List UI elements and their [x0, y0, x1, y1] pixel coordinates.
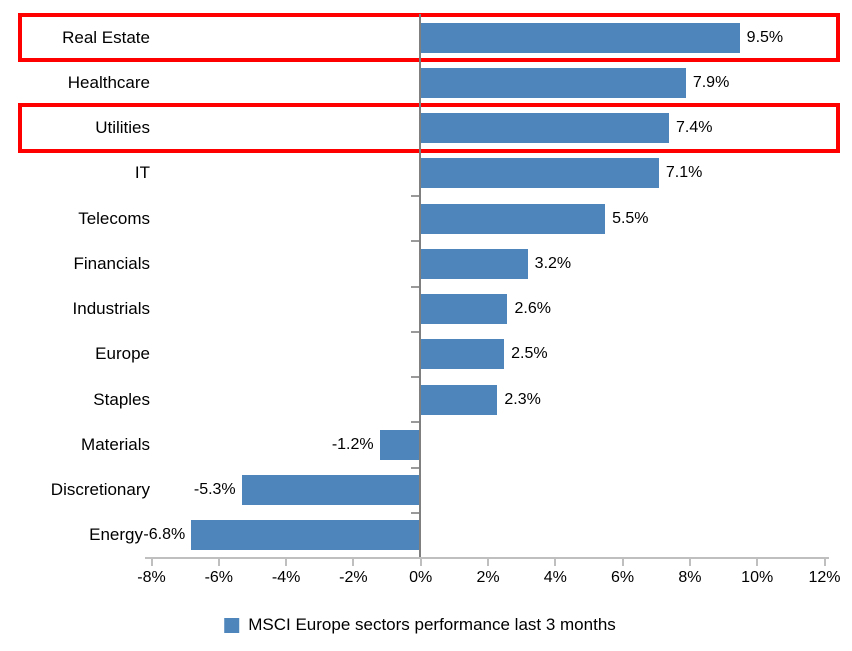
bar	[420, 113, 669, 144]
bar	[420, 203, 606, 234]
x-tick-label: 8%	[678, 569, 702, 586]
bar	[420, 339, 505, 370]
bar	[379, 429, 420, 460]
value-label: 7.4%	[676, 119, 713, 137]
x-tick-label: 0%	[409, 569, 433, 586]
category-tick	[411, 285, 419, 288]
category-tick	[411, 330, 419, 333]
x-tick	[621, 558, 624, 566]
x-tick	[688, 558, 691, 566]
value-label: 2.3%	[504, 390, 541, 408]
category-label: Europe	[95, 344, 150, 364]
bar	[420, 248, 528, 279]
category-label: Telecoms	[78, 208, 150, 228]
x-tick-label: 2%	[476, 569, 500, 586]
value-label: 3.2%	[534, 254, 572, 272]
category-tick	[411, 421, 419, 424]
category-label: Utilities	[95, 118, 150, 138]
value-label: 2.5%	[511, 345, 548, 363]
legend: MSCI Europe sectors performance last 3 m…	[224, 615, 616, 635]
x-axis-line	[145, 557, 829, 559]
x-tick	[487, 558, 489, 566]
value-label: 7.9%	[692, 73, 730, 91]
category-label: Materials	[81, 434, 150, 454]
bar	[420, 384, 498, 415]
bar	[420, 67, 686, 98]
category-label: Discretionary	[50, 480, 150, 500]
category-label: Industrials	[72, 299, 150, 319]
category-tick	[411, 240, 419, 243]
category-label: Financials	[73, 253, 150, 273]
category-label: Staples	[93, 389, 150, 409]
x-tick-label: -2%	[339, 569, 368, 586]
category-tick	[411, 376, 419, 378]
category-label: IT	[134, 163, 150, 183]
x-tick	[352, 558, 355, 566]
x-tick-label: -6%	[204, 569, 234, 586]
value-label: 2.6%	[514, 300, 551, 318]
x-tick	[554, 558, 557, 566]
bar	[420, 294, 508, 325]
bar	[241, 475, 420, 506]
x-tick	[419, 558, 422, 566]
x-tick-label: -4%	[271, 569, 301, 586]
value-label: 5.5%	[612, 209, 649, 227]
x-tick-label: -8%	[137, 569, 166, 586]
highlight-box	[18, 103, 840, 153]
category-label: Healthcare	[67, 72, 150, 92]
x-tick	[217, 558, 220, 566]
highlight-box	[18, 12, 840, 63]
legend-swatch	[224, 617, 240, 633]
bar	[420, 22, 740, 53]
zero-axis-line	[419, 14, 421, 559]
category-tick	[411, 511, 419, 514]
x-tick-label: 10%	[741, 569, 774, 586]
value-label: -6.8%	[143, 526, 186, 544]
category-label: Real Estate	[62, 27, 150, 47]
x-tick-label: 4%	[543, 569, 567, 586]
value-label: 7.1%	[665, 164, 703, 182]
x-tick	[150, 558, 153, 566]
category-tick	[411, 466, 419, 469]
value-label: 9.5%	[746, 28, 784, 46]
x-tick	[823, 558, 826, 566]
x-tick-label: 12%	[808, 569, 841, 586]
value-label: -1.2%	[331, 435, 374, 453]
x-tick	[285, 558, 288, 566]
category-label: Energy	[89, 525, 143, 545]
bar	[191, 520, 420, 551]
legend-label: MSCI Europe sectors performance last 3 m…	[248, 615, 616, 634]
x-tick-label: 6%	[611, 569, 635, 586]
category-tick	[411, 195, 419, 197]
bar	[420, 158, 659, 189]
x-tick	[756, 558, 759, 566]
value-label: -5.3%	[193, 481, 236, 499]
